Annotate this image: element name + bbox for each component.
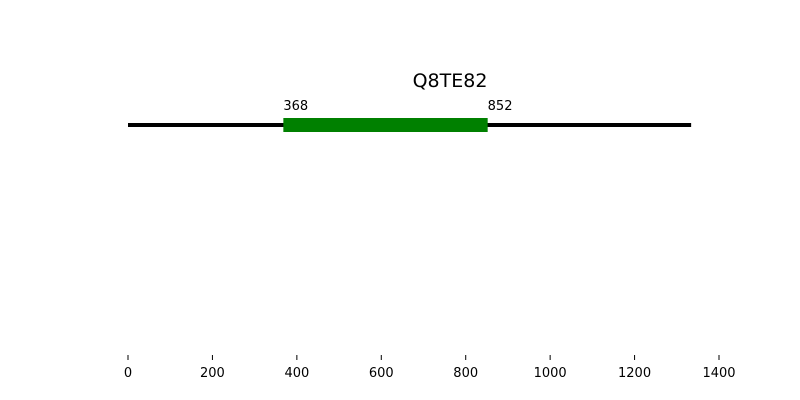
x-axis: 0 200 400 600 800 1000 1200 1400 <box>124 355 736 381</box>
x-tick-label: 0 <box>124 366 132 381</box>
domain-start-label-0: 368 <box>283 99 308 114</box>
x-tick-label: 200 <box>200 366 225 381</box>
plot-area: 368 852 <box>128 99 692 132</box>
x-tick-label: 1000 <box>534 366 567 381</box>
x-tick-label: 800 <box>453 366 478 381</box>
x-tick-label: 400 <box>284 366 309 381</box>
chart-title: Q8TE82 <box>413 70 488 92</box>
domain-bar-0 <box>283 118 488 132</box>
x-tick-label: 600 <box>369 366 394 381</box>
x-tick-label: 1400 <box>702 366 735 381</box>
x-tick-label: 1200 <box>618 366 651 381</box>
domain-end-label-0: 852 <box>488 99 513 114</box>
